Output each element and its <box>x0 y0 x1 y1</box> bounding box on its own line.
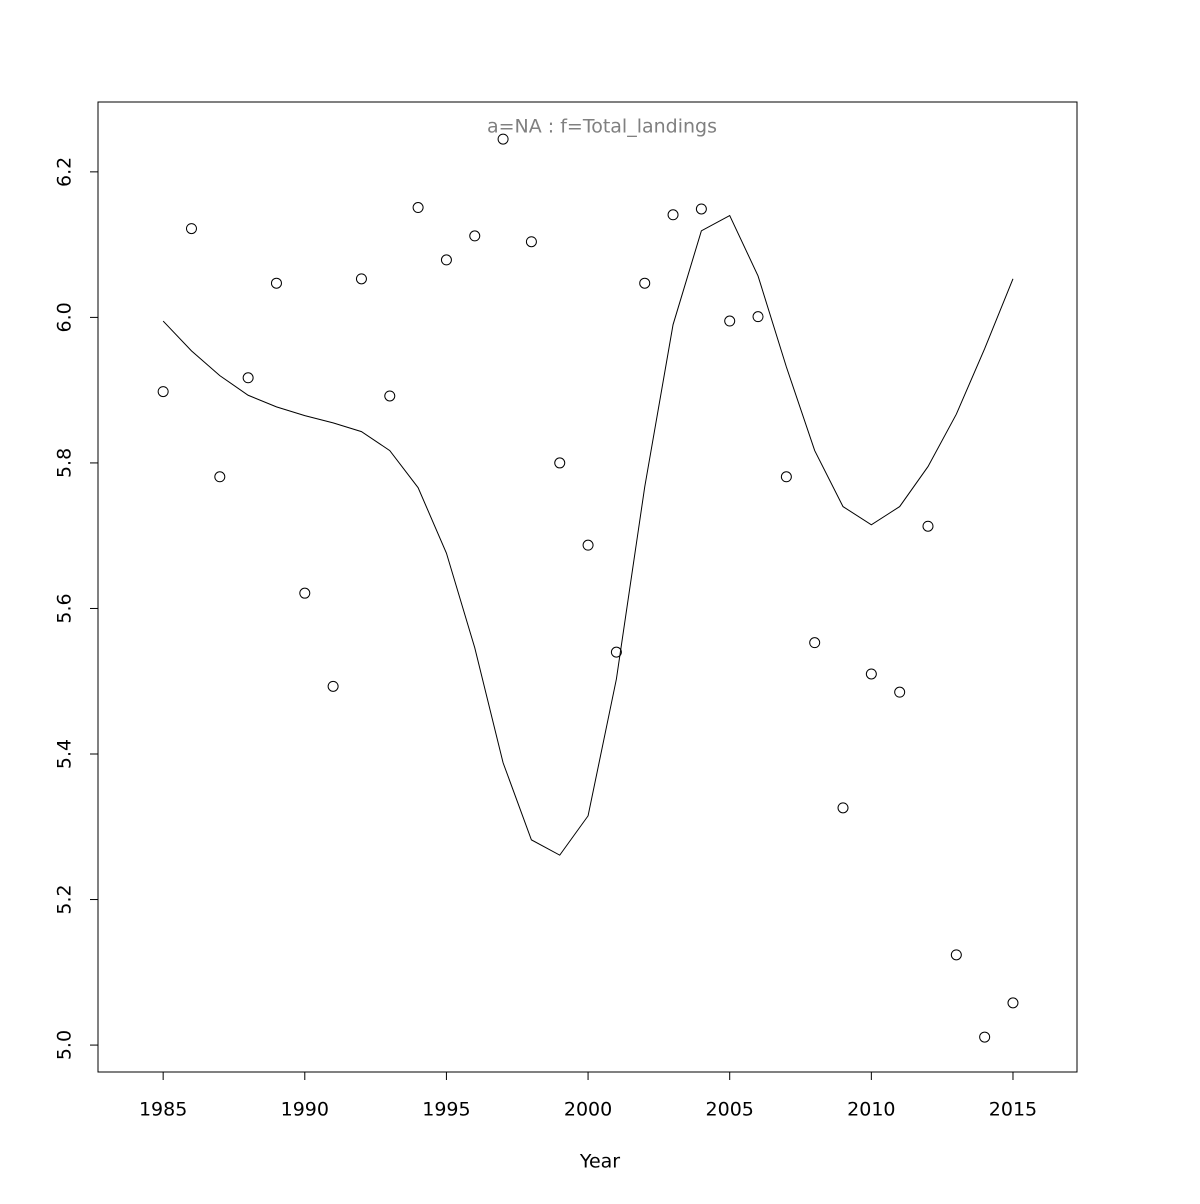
point <box>412 202 424 214</box>
point <box>837 802 849 814</box>
point <box>270 277 282 289</box>
point <box>865 668 877 680</box>
point <box>242 372 254 384</box>
point <box>440 254 452 266</box>
point <box>185 223 197 235</box>
point <box>525 236 537 248</box>
plot-frame <box>97 101 1078 1073</box>
point <box>667 209 679 221</box>
y-tick-label: 5.8 <box>54 448 76 478</box>
x-axis-label: Year <box>579 1151 620 1173</box>
x-tick-label: 1995 <box>422 1099 470 1121</box>
fit-line <box>162 214 1014 856</box>
point <box>950 949 962 961</box>
point <box>979 1031 991 1043</box>
x-tick-label: 2015 <box>989 1099 1037 1121</box>
y-tick-label: 5.6 <box>54 593 76 623</box>
y-tick-label: 5.4 <box>54 739 76 769</box>
point <box>610 646 622 658</box>
point <box>752 311 764 323</box>
point <box>639 277 651 289</box>
point <box>780 471 792 483</box>
x-tick-label: 1990 <box>281 1099 329 1121</box>
point <box>384 390 396 402</box>
point <box>469 230 481 242</box>
x-tick-label: 1985 <box>139 1099 187 1121</box>
x-tick-label: 2010 <box>847 1099 895 1121</box>
y-tick-label: 5.0 <box>54 1030 76 1060</box>
point <box>1007 997 1019 1009</box>
point <box>809 637 821 649</box>
x-tick-label: 2000 <box>564 1099 612 1121</box>
y-tick-label: 6.2 <box>54 157 76 187</box>
y-tick-label: 6.0 <box>54 302 76 332</box>
point <box>922 520 934 532</box>
point <box>554 457 566 469</box>
point <box>214 471 226 483</box>
point <box>497 133 509 145</box>
point <box>327 680 339 692</box>
y-tick-label: 5.2 <box>54 884 76 914</box>
point <box>894 686 906 698</box>
point <box>695 203 707 215</box>
point <box>355 273 367 285</box>
chart-title: a=NA : f=Total_landings <box>487 116 717 138</box>
point <box>582 539 594 551</box>
point <box>724 315 736 327</box>
point <box>299 587 311 599</box>
point <box>157 386 169 398</box>
x-tick-label: 2005 <box>706 1099 754 1121</box>
